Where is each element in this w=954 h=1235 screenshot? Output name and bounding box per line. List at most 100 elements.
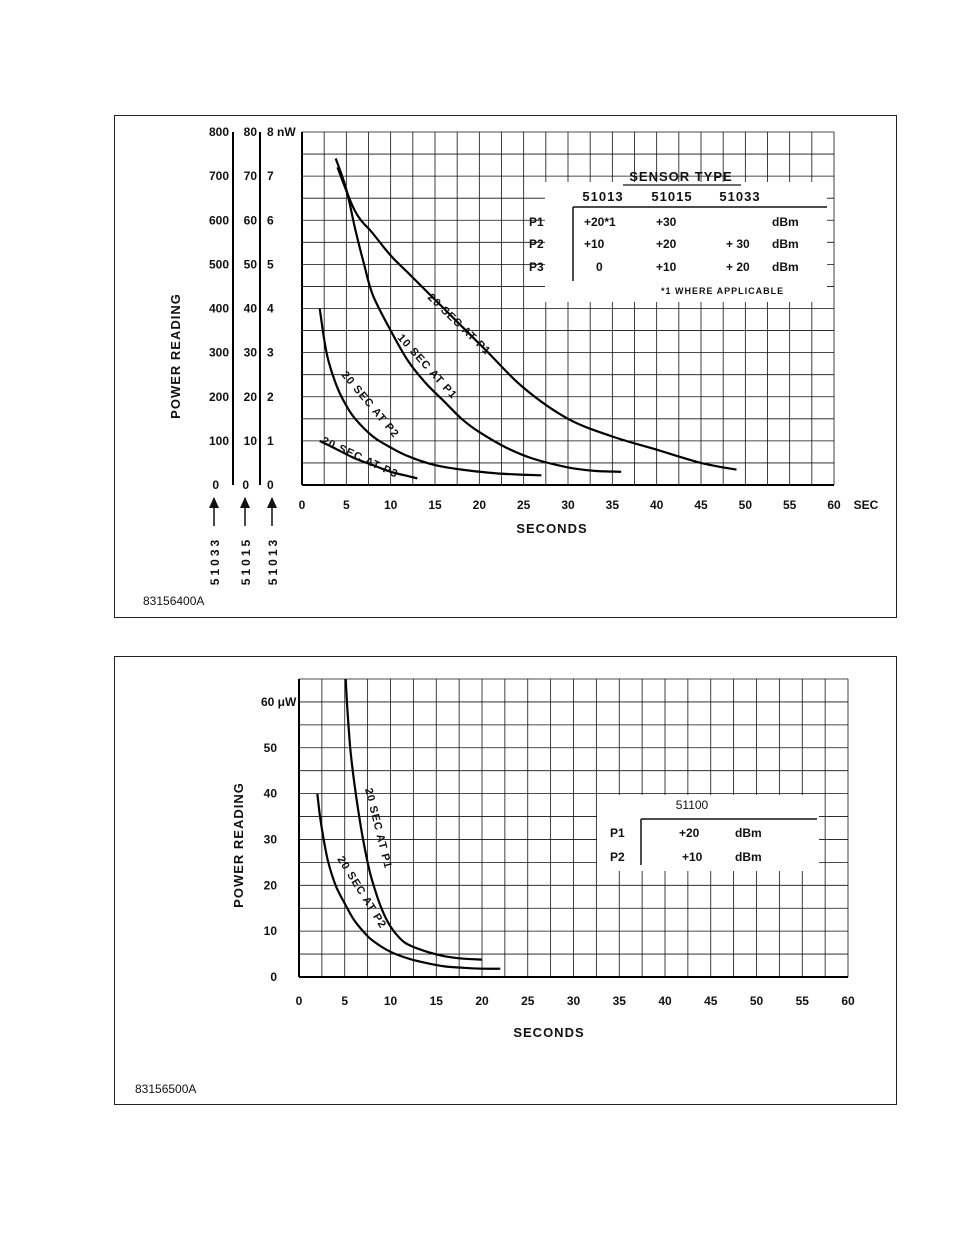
model-p1-unit: dBm [735, 826, 762, 840]
chart-2-y-tick-label: 40 [264, 787, 278, 801]
chart-2-x-ticks: 0 5 10 15 20 25 30 35 40 45 50 55 60 [296, 994, 855, 1008]
chart-1-x-axis-title: SECONDS [516, 521, 587, 536]
chart-2-x-tick-label: 35 [613, 994, 627, 1008]
sensor-p3-51013: 0 [596, 260, 603, 274]
chart-1-y-tick-label-51033: 600 [209, 213, 229, 227]
chart-2-y-tick-label: 0 [270, 970, 277, 984]
chart-1-series-line-3 [318, 308, 542, 477]
chart-1-x-unit-label: SEC [854, 498, 879, 512]
sensor-p1-51015: +30 [656, 215, 677, 229]
chart-1-y-tick-label-51013: 7 [267, 169, 274, 183]
chart-2-x-tick-label: 50 [750, 994, 764, 1008]
sensor-table-footnote: *1 WHERE APPLICABLE [661, 286, 784, 296]
chart-1-y-tick-label-51013: 8 nW [267, 125, 296, 139]
sensor-col-51033: 51033 [719, 189, 760, 204]
sensor-row-label-p2: P2 [529, 237, 544, 251]
chart-2-x-tick-label: 0 [296, 994, 303, 1008]
chart-2-series-line-2 [316, 793, 501, 970]
chart-1-y-tick-label-51015: 30 [244, 346, 258, 360]
chart-1-y-tick-label-51013: 4 [267, 302, 274, 316]
chart-2-y-ticks: 0 10 20 30 40 50 60 μW [261, 695, 297, 984]
sensor-p2-51013: +10 [584, 237, 605, 251]
chart-1-y-tick-label-51015: 0 [242, 478, 249, 492]
sensor-p2-51033: + 30 [726, 237, 750, 251]
chart-1-series-line-4 [319, 439, 418, 480]
chart-2-svg: 0 5 10 15 20 25 30 35 40 45 50 55 60 0 10 20 30 40 50 60 μ… [135, 678, 855, 1096]
sensor-p1-unit: dBm [772, 215, 799, 229]
chart-1-x-tick-label: 15 [428, 498, 442, 512]
chart-1-series-label-3: 20 SEC AT P2 [339, 369, 401, 440]
figure-sensor-zero-drift-chart: 0 5 10 15 20 25 30 35 40 45 50 55 60 0 100 200 300 400 50… [114, 115, 897, 618]
chart-2-y-tick-label: 60 μW [261, 695, 297, 709]
chart-1-series-line-1 [336, 166, 737, 471]
chart-1-y-tick-label-51013: 0 [267, 478, 274, 492]
model-row-label-p2: P2 [610, 850, 625, 864]
chart-1-y-tick-label-51033: 700 [209, 169, 229, 183]
chart-2-y-axis-title: POWER READING [231, 782, 246, 908]
chart-1-x-tick-label: 50 [739, 498, 753, 512]
chart-2-x-tick-label: 20 [475, 994, 489, 1008]
chart-1-y-tick-label-51015: 50 [244, 257, 258, 271]
sensor-p3-51015: +10 [656, 260, 677, 274]
chart-2-x-tick-label: 40 [658, 994, 672, 1008]
sensor-label-51033: 51033 [208, 537, 222, 585]
chart-2-x-tick-label: 60 [841, 994, 855, 1008]
model-p2-unit: dBm [735, 850, 762, 864]
sensor-p2-unit: dBm [772, 237, 799, 251]
chart-1-x-tick-label: 20 [473, 498, 487, 512]
figure-2-id: 83156500A [135, 1082, 196, 1096]
chart-1-curves [318, 158, 737, 480]
chart-2-x-axis-title: SECONDS [513, 1025, 584, 1040]
figure-1-id: 83156400A [143, 594, 204, 608]
chart-1-y-tick-label-51013: 3 [267, 346, 274, 360]
chart-1-y-tick-label-51033: 400 [209, 302, 229, 316]
model-row-label-p1: P1 [610, 826, 625, 840]
chart-2-x-tick-label: 30 [567, 994, 581, 1008]
model-table-title: 51100 [676, 798, 709, 812]
chart-1-y-tick-label-51033: 200 [209, 390, 229, 404]
chart-1-y-tick-label-51015: 60 [244, 213, 258, 227]
sensor-type-table: SENSOR TYPE 51013 51015 51033 P1 +20*1 +… [529, 169, 827, 302]
chart-1-y-axis-title: POWER READING [168, 293, 183, 419]
chart-1-axes [232, 132, 834, 486]
chart-1-y-tick-label-51033: 100 [209, 434, 229, 448]
chart-2-x-tick-label: 10 [384, 994, 398, 1008]
chart-1-x-tick-label: 60 [827, 498, 841, 512]
chart-1-y-tick-label-51015: 20 [244, 390, 258, 404]
sensor-p3-unit: dBm [772, 260, 799, 274]
chart-2-y-tick-label: 10 [264, 924, 278, 938]
model-51100-table: 51100 P1 +20 dBm P2 +10 dBm [597, 795, 819, 871]
chart-1-series-label-4: 20 SEC AT P3 [320, 435, 400, 481]
chart-1-y-tick-label-51015: 40 [244, 302, 258, 316]
chart-1-y-tick-label-51033: 800 [209, 125, 229, 139]
sensor-col-51015: 51015 [651, 189, 692, 204]
chart-1-x-tick-label: 30 [561, 498, 575, 512]
chart-1-y-tick-label-51013: 1 [267, 434, 274, 448]
chart-1-series-label-2: 10 SEC AT P1 [395, 332, 459, 402]
chart-1-y-tick-label-51013: 6 [267, 213, 274, 227]
chart-1-svg: 0 5 10 15 20 25 30 35 40 45 50 55 60 010020030040050… [143, 125, 879, 608]
sensor-label-51015: 51015 [239, 537, 253, 585]
chart-1-x-ticks: 0 5 10 15 20 25 30 35 40 45 50 55 60 [299, 498, 841, 512]
chart-2-series-line-1 [344, 678, 483, 961]
chart-2-x-tick-label: 45 [704, 994, 718, 1008]
chart-2-series-label-2: 20 SEC AT P2 [334, 854, 388, 931]
chart-1-y-tick-label-51013: 5 [267, 257, 274, 271]
chart-1-y-tick-label-51033: 0 [212, 478, 219, 492]
chart-2-x-tick-label: 15 [430, 994, 444, 1008]
chart-1-x-tick-label: 45 [694, 498, 708, 512]
chart-1-series-line-2 [334, 158, 622, 473]
chart-2-y-tick-label: 30 [264, 832, 278, 846]
sensor-row-label-p3: P3 [529, 260, 544, 274]
sensor-col-51013: 51013 [582, 189, 623, 204]
sensor-scale-arrows [209, 497, 277, 526]
chart-1-x-tick-label: 0 [299, 498, 306, 512]
chart-2-curves [316, 678, 501, 970]
model-p2-value: +10 [682, 850, 703, 864]
chart-1-x-tick-label: 5 [343, 498, 350, 512]
model-p1-value: +20 [679, 826, 700, 840]
chart-1-x-tick-label: 55 [783, 498, 797, 512]
chart-2-axes [298, 679, 848, 978]
